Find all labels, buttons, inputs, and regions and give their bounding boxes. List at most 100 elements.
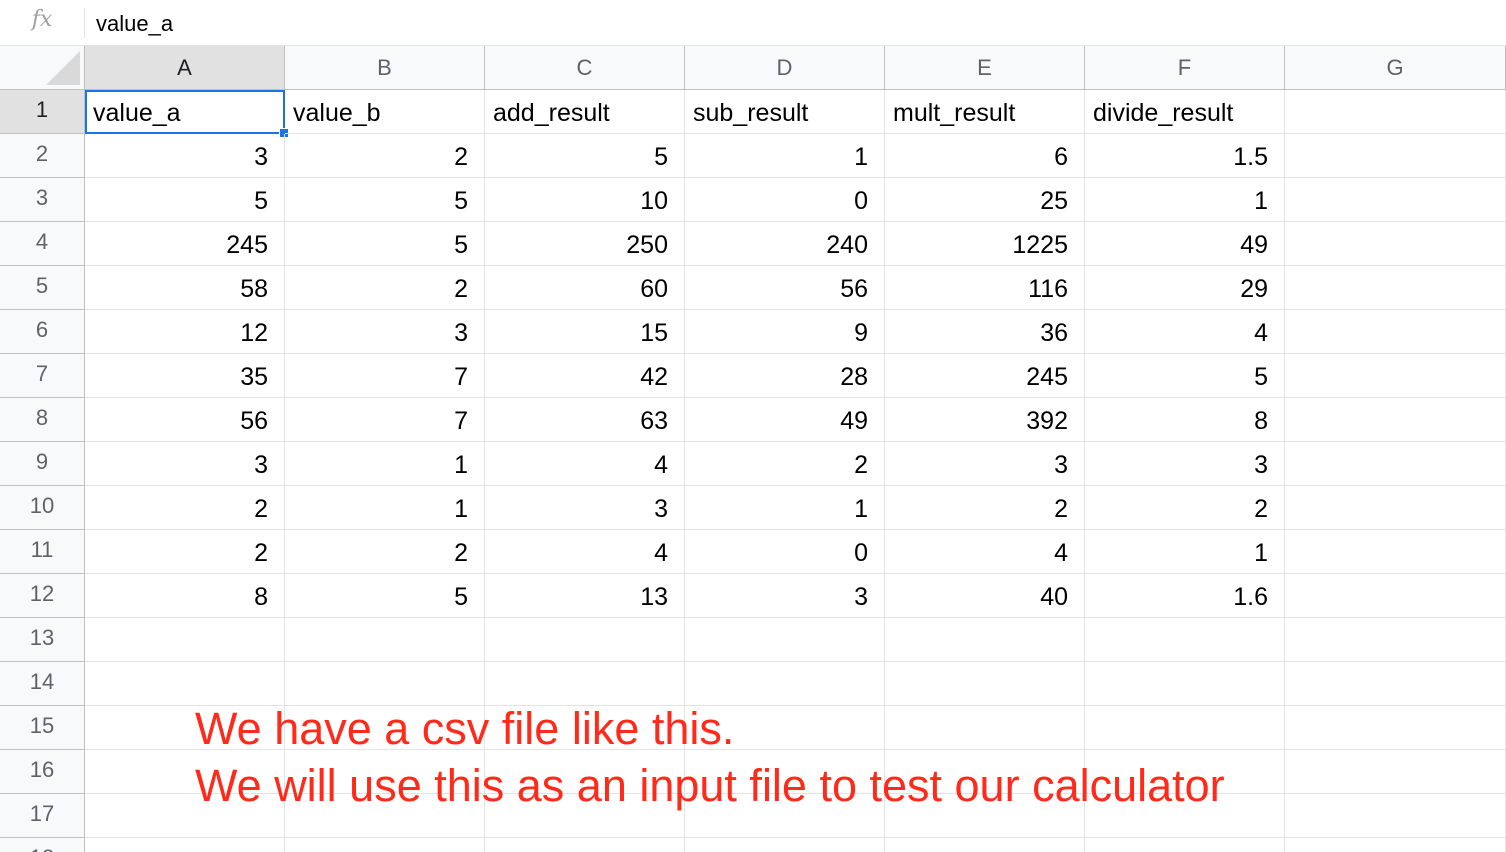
row-header-1[interactable]: 1 (0, 90, 85, 134)
cell-f11[interactable]: 1 (1085, 530, 1285, 574)
cell-c12[interactable]: 13 (485, 574, 685, 618)
cell-d8[interactable]: 49 (685, 398, 885, 442)
cell-b4[interactable]: 5 (285, 222, 485, 266)
cell-g2[interactable] (1285, 134, 1506, 178)
cell-f1[interactable]: divide_result (1085, 90, 1285, 134)
cell-g18[interactable] (1285, 838, 1506, 852)
cell-b18[interactable] (285, 838, 485, 852)
cell-d6[interactable]: 9 (685, 310, 885, 354)
cell-a1[interactable]: value_a (85, 90, 289, 138)
cell-g8[interactable] (1285, 398, 1506, 442)
cell-c13[interactable] (485, 618, 685, 662)
cell-g14[interactable] (1285, 662, 1506, 706)
cell-d11[interactable]: 0 (685, 530, 885, 574)
cell-f13[interactable] (1085, 618, 1285, 662)
cell-g5[interactable] (1285, 266, 1506, 310)
row-header-9[interactable]: 9 (0, 442, 85, 486)
cell-f14[interactable] (1085, 662, 1285, 706)
cell-g1[interactable] (1285, 90, 1506, 134)
row-header-10[interactable]: 10 (0, 486, 85, 530)
cell-a2[interactable]: 3 (85, 134, 285, 178)
cell-a11[interactable]: 2 (85, 530, 285, 574)
cell-f8[interactable]: 8 (1085, 398, 1285, 442)
cell-e15[interactable] (885, 706, 1085, 750)
cell-b6[interactable]: 3 (285, 310, 485, 354)
row-header-17[interactable]: 17 (0, 794, 85, 838)
cell-e16[interactable] (885, 750, 1085, 794)
cell-e5[interactable]: 116 (885, 266, 1085, 310)
cell-c4[interactable]: 250 (485, 222, 685, 266)
cell-c15[interactable] (485, 706, 685, 750)
cell-e4[interactable]: 1225 (885, 222, 1085, 266)
cell-e6[interactable]: 36 (885, 310, 1085, 354)
cell-e14[interactable] (885, 662, 1085, 706)
cell-f6[interactable]: 4 (1085, 310, 1285, 354)
cell-e18[interactable] (885, 838, 1085, 852)
cell-f7[interactable]: 5 (1085, 354, 1285, 398)
cell-c18[interactable] (485, 838, 685, 852)
cell-b2[interactable]: 2 (285, 134, 485, 178)
cell-d18[interactable] (685, 838, 885, 852)
cell-e1[interactable]: mult_result (885, 90, 1085, 134)
cell-a18[interactable] (85, 838, 285, 852)
cell-c14[interactable] (485, 662, 685, 706)
cell-g7[interactable] (1285, 354, 1506, 398)
cell-a16[interactable] (85, 750, 285, 794)
row-header-13[interactable]: 13 (0, 618, 85, 662)
cell-b3[interactable]: 5 (285, 178, 485, 222)
formula-input[interactable]: value_a (96, 11, 174, 36)
cell-e2[interactable]: 6 (885, 134, 1085, 178)
cell-g6[interactable] (1285, 310, 1506, 354)
cell-b12[interactable]: 5 (285, 574, 485, 618)
cell-a4[interactable]: 245 (85, 222, 285, 266)
cell-g12[interactable] (1285, 574, 1506, 618)
row-header-12[interactable]: 12 (0, 574, 85, 618)
cell-g4[interactable] (1285, 222, 1506, 266)
cell-a8[interactable]: 56 (85, 398, 285, 442)
cell-g10[interactable] (1285, 486, 1506, 530)
cell-c16[interactable] (485, 750, 685, 794)
cell-d10[interactable]: 1 (685, 486, 885, 530)
cell-b5[interactable]: 2 (285, 266, 485, 310)
cell-e3[interactable]: 25 (885, 178, 1085, 222)
cell-g16[interactable] (1285, 750, 1506, 794)
cell-b1[interactable]: value_b (285, 90, 485, 134)
cell-b17[interactable] (285, 794, 485, 838)
column-header-e[interactable]: E (885, 46, 1085, 90)
cell-d15[interactable] (685, 706, 885, 750)
row-header-2[interactable]: 2 (0, 134, 85, 178)
row-header-15[interactable]: 15 (0, 706, 85, 750)
row-header-16[interactable]: 16 (0, 750, 85, 794)
cell-f5[interactable]: 29 (1085, 266, 1285, 310)
cell-b14[interactable] (285, 662, 485, 706)
cell-d13[interactable] (685, 618, 885, 662)
cell-g13[interactable] (1285, 618, 1506, 662)
cell-d2[interactable]: 1 (685, 134, 885, 178)
cell-a10[interactable]: 2 (85, 486, 285, 530)
row-header-11[interactable]: 11 (0, 530, 85, 574)
cell-e8[interactable]: 392 (885, 398, 1085, 442)
cell-b16[interactable] (285, 750, 485, 794)
cell-f4[interactable]: 49 (1085, 222, 1285, 266)
cell-f9[interactable]: 3 (1085, 442, 1285, 486)
cell-g15[interactable] (1285, 706, 1506, 750)
cell-c5[interactable]: 60 (485, 266, 685, 310)
cell-f3[interactable]: 1 (1085, 178, 1285, 222)
cell-c3[interactable]: 10 (485, 178, 685, 222)
cell-a9[interactable]: 3 (85, 442, 285, 486)
cell-g3[interactable] (1285, 178, 1506, 222)
cell-b7[interactable]: 7 (285, 354, 485, 398)
cell-b8[interactable]: 7 (285, 398, 485, 442)
cell-d9[interactable]: 2 (685, 442, 885, 486)
cell-c11[interactable]: 4 (485, 530, 685, 574)
cell-a6[interactable]: 12 (85, 310, 285, 354)
cell-c9[interactable]: 4 (485, 442, 685, 486)
cell-f10[interactable]: 2 (1085, 486, 1285, 530)
cell-b13[interactable] (285, 618, 485, 662)
cell-d3[interactable]: 0 (685, 178, 885, 222)
cell-f18[interactable] (1085, 838, 1285, 852)
cell-d7[interactable]: 28 (685, 354, 885, 398)
cell-e17[interactable] (885, 794, 1085, 838)
cell-c8[interactable]: 63 (485, 398, 685, 442)
cell-f15[interactable] (1085, 706, 1285, 750)
